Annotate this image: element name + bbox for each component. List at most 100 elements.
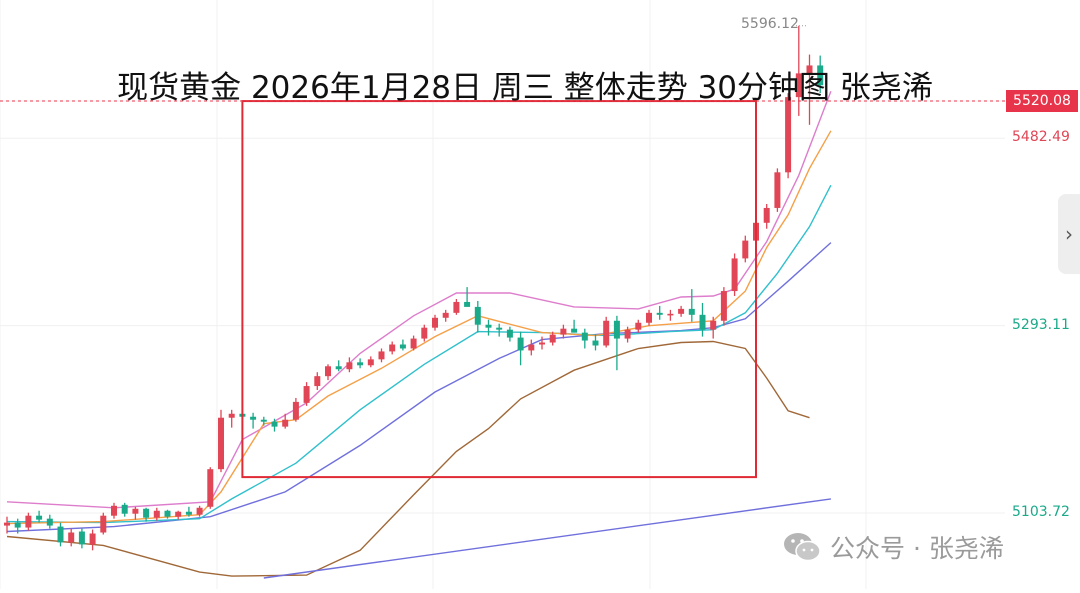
candle xyxy=(260,416,267,426)
candle xyxy=(699,302,706,337)
chevron-right-icon: › xyxy=(1065,222,1073,246)
slow-ma-line xyxy=(6,242,832,533)
candle xyxy=(196,505,203,517)
candle xyxy=(688,289,695,322)
candle xyxy=(250,412,257,429)
candle-body xyxy=(250,416,257,420)
candle xyxy=(635,319,642,333)
candle-body xyxy=(153,510,160,518)
candle xyxy=(14,518,21,534)
candle-body xyxy=(228,413,235,418)
candle xyxy=(282,413,289,429)
candle xyxy=(474,300,481,333)
candle xyxy=(763,203,770,229)
candle-body xyxy=(399,344,406,349)
candle xyxy=(46,514,53,529)
price-axis-label: 5103.72 xyxy=(1012,504,1070,520)
candle-body xyxy=(175,511,182,517)
candle-body xyxy=(763,207,770,223)
candle xyxy=(464,287,471,307)
expand-panel-button[interactable]: › xyxy=(1058,194,1080,274)
highlight-box xyxy=(241,100,757,479)
candle xyxy=(228,409,235,428)
candle xyxy=(560,324,567,339)
candle xyxy=(143,507,150,522)
candle xyxy=(742,235,749,263)
candle-body xyxy=(303,386,310,403)
candle-body xyxy=(421,327,428,339)
candle xyxy=(207,467,214,509)
candle-body xyxy=(36,515,43,520)
candle xyxy=(453,298,460,315)
candle-body xyxy=(207,469,214,507)
candle-body xyxy=(603,320,610,346)
candle xyxy=(432,314,438,331)
candle xyxy=(271,418,278,432)
candle-body xyxy=(46,518,53,526)
candle-body xyxy=(699,314,706,330)
candle-body xyxy=(774,172,781,208)
candle xyxy=(346,357,353,373)
candle-body xyxy=(25,515,32,528)
candle xyxy=(731,253,738,297)
candle-body xyxy=(132,508,139,514)
candle-body xyxy=(121,504,128,514)
candle-body xyxy=(613,320,620,339)
candle-body xyxy=(4,522,10,526)
candle xyxy=(111,502,117,519)
candle xyxy=(367,356,374,368)
candle xyxy=(592,334,599,351)
candle-body xyxy=(314,376,321,387)
candle xyxy=(785,93,792,179)
candle xyxy=(68,528,75,547)
candle-body xyxy=(795,73,802,98)
wechat-icon xyxy=(784,533,821,562)
candle xyxy=(4,516,10,534)
candle-body xyxy=(111,505,117,516)
candle xyxy=(581,328,588,349)
candle-body xyxy=(496,327,503,330)
long-ma-line xyxy=(263,498,831,579)
candle xyxy=(325,364,331,381)
candle-body xyxy=(806,65,813,74)
candle xyxy=(442,309,449,322)
candle xyxy=(817,55,824,94)
candle-body xyxy=(656,312,663,315)
candle xyxy=(399,339,406,351)
candle xyxy=(57,522,64,547)
candle xyxy=(175,510,182,520)
candle xyxy=(292,397,299,422)
candle-body xyxy=(432,317,438,328)
candle-body xyxy=(667,313,674,316)
candle-body xyxy=(196,507,203,515)
candle-body xyxy=(78,531,85,545)
candle-body xyxy=(485,324,492,328)
candle xyxy=(100,512,107,535)
candle-body xyxy=(89,533,96,545)
candle-body xyxy=(678,308,685,314)
candle xyxy=(421,324,428,342)
candle-body xyxy=(453,301,460,313)
candle-body xyxy=(539,342,545,345)
candle xyxy=(36,510,43,523)
candle xyxy=(646,309,652,326)
candle-body xyxy=(185,511,192,515)
candle xyxy=(121,502,128,517)
candle-body xyxy=(506,329,513,338)
candle-body xyxy=(442,312,449,318)
candle-body xyxy=(742,240,749,259)
candle-body xyxy=(357,362,364,366)
candle-body xyxy=(646,312,652,323)
candle-body xyxy=(549,334,556,343)
candle xyxy=(89,529,96,551)
candle xyxy=(389,341,396,355)
watermark: 公众号 · 张尧浠 xyxy=(782,530,1004,564)
candle xyxy=(678,305,685,317)
price-axis-label: 5482.49 xyxy=(1012,129,1070,146)
candle-body xyxy=(325,366,331,377)
candle-body xyxy=(164,510,171,517)
watermark-text: 公众号 · 张尧浠 xyxy=(830,534,1004,563)
candle xyxy=(153,507,160,521)
candle xyxy=(517,331,524,366)
